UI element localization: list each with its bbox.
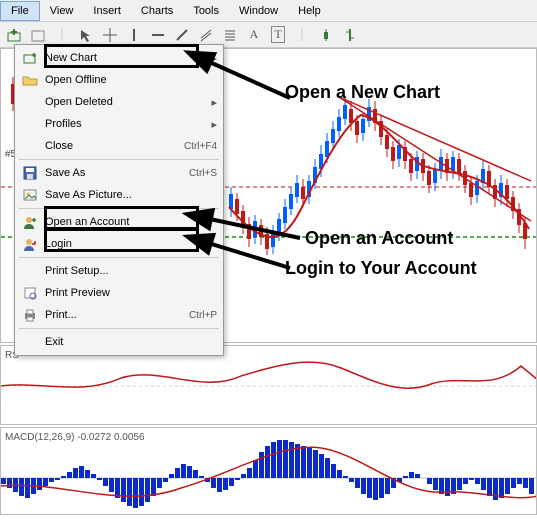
chart-icon[interactable] [28,25,48,45]
menu-window[interactable]: Window [229,2,288,20]
menu-item-label: Close [45,140,184,152]
menu-insert[interactable]: Insert [83,2,131,20]
print-preview-icon [19,284,41,302]
blank-icon [19,115,41,133]
menu-item-label: Open an Account [45,216,217,228]
channel-icon[interactable] [196,25,216,45]
plus-chart-icon[interactable] [4,25,24,45]
folder-icon [19,71,41,89]
file-menu-dropdown: New Chart▸Open OfflineOpen Deleted▸Profi… [14,44,224,356]
shortcut-label: Ctrl+S [189,168,217,179]
blank-icon [19,93,41,111]
annotation-new-chart: Open a New Chart [285,82,440,103]
menu-item-exit[interactable]: Exit [15,331,223,353]
blank-icon [19,333,41,351]
sep-icon [52,25,72,45]
submenu-arrow-icon: ▸ [211,96,217,109]
vline-icon[interactable] [124,25,144,45]
menu-separator [19,257,219,258]
menu-charts[interactable]: Charts [131,2,183,20]
menu-item-profiles[interactable]: Profiles▸ [15,113,223,135]
menu-item-close[interactable]: CloseCtrl+F4 [15,135,223,157]
shortcut-label: Ctrl+P [189,310,217,321]
hline-icon[interactable] [148,25,168,45]
menu-item-login[interactable]: Login [15,233,223,255]
rsi-panel[interactable]: RS [0,345,537,425]
picture-icon [19,186,41,204]
annotation-open-account: Open an Account [305,228,453,249]
menu-separator [19,208,219,209]
text-icon[interactable]: A [244,25,264,45]
cursor-icon[interactable] [76,25,96,45]
user-plus-icon [19,213,41,231]
menu-item-open-deleted[interactable]: Open Deleted▸ [15,91,223,113]
menu-item-label: Print Setup... [45,265,217,277]
menu-item-print-preview[interactable]: Print Preview [15,282,223,304]
user-login-icon [19,235,41,253]
annotation-login: Login to Your Account [285,258,477,279]
menu-view[interactable]: View [40,2,84,20]
menu-item-label: Open Deleted [45,96,211,108]
save-icon [19,164,41,182]
submenu-arrow-icon: ▸ [211,52,217,65]
sep2-icon [292,25,312,45]
crosshair-icon[interactable] [100,25,120,45]
menu-item-label: Save As Picture... [45,189,217,201]
menu-item-label: Print Preview [45,287,217,299]
menu-item-save-as-picture-[interactable]: Save As Picture... [15,184,223,206]
menu-item-open-an-account[interactable]: Open an Account [15,211,223,233]
bar-icon[interactable] [340,25,360,45]
menu-item-print-[interactable]: Print...Ctrl+P [15,304,223,326]
menu-separator [19,328,219,329]
shortcut-label: Ctrl+F4 [184,141,217,152]
blank-icon [19,262,41,280]
menu-item-new-chart[interactable]: New Chart▸ [15,47,223,69]
macd-panel[interactable]: MACD(12,26,9) -0.0272 0.0056 [0,427,537,515]
menu-help[interactable]: Help [288,2,331,20]
plus-chart-icon [19,49,41,67]
menu-item-label: Exit [45,336,217,348]
submenu-arrow-icon: ▸ [211,118,217,131]
candle-icon[interactable] [316,25,336,45]
menu-tools[interactable]: Tools [183,2,229,20]
menu-item-label: Save As [45,167,189,179]
menu-item-save-as[interactable]: Save AsCtrl+S [15,162,223,184]
text-label-icon[interactable]: T [268,25,288,45]
menu-item-label: New Chart [45,52,211,64]
print-icon [19,306,41,324]
menu-item-label: Open Offline [45,74,217,86]
menu-item-print-setup-[interactable]: Print Setup... [15,260,223,282]
fibo-icon[interactable] [220,25,240,45]
menu-separator [19,159,219,160]
menu-item-label: Login [45,238,217,250]
menu-item-open-offline[interactable]: Open Offline [15,69,223,91]
menu-file[interactable]: File [0,1,40,21]
macd-label: MACD(12,26,9) -0.0272 0.0056 [5,432,145,443]
menu-item-label: Profiles [45,118,211,130]
blank-icon [19,137,41,155]
menubar: FileViewInsertChartsToolsWindowHelp [0,0,537,22]
menu-item-label: Print... [45,309,189,321]
trendline-icon[interactable] [172,25,192,45]
